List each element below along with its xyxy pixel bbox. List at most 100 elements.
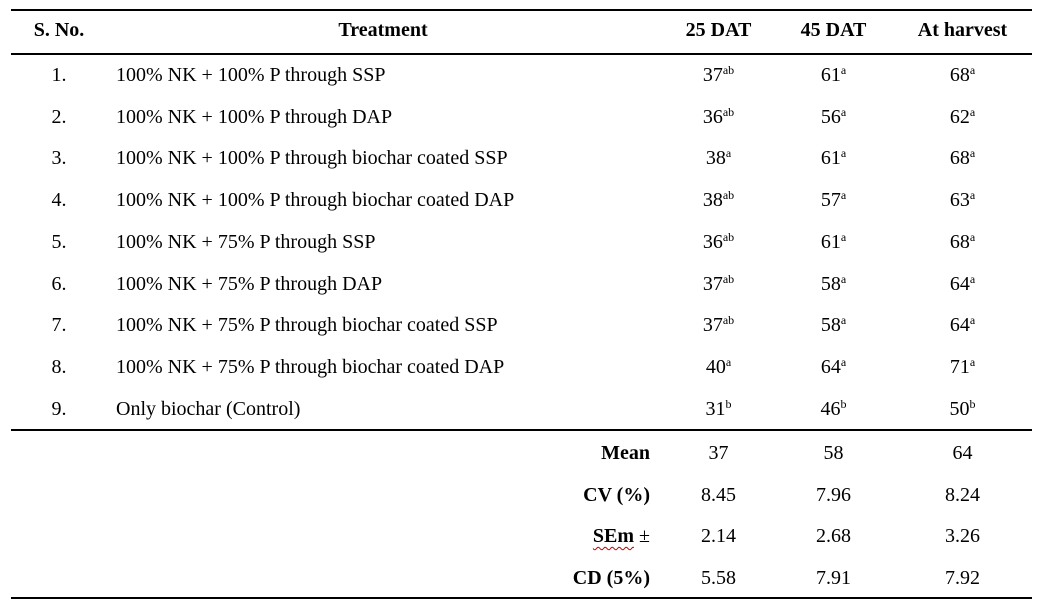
row-harvest-value: 68 — [949, 64, 970, 86]
row-45-dat-significance-letter: b — [840, 397, 847, 411]
row-harvest: 63a — [905, 188, 1020, 214]
row-25-dat-value: 37 — [702, 314, 723, 336]
row-45-dat: 58a — [783, 272, 884, 298]
row-harvest-value: 63 — [949, 189, 970, 211]
row-treatment: 100% NK + 100% P through DAP — [116, 106, 393, 128]
row-25-dat-value: 38 — [702, 189, 723, 211]
row-harvest-significance-letter: a — [969, 188, 976, 202]
summary-cv-harvest: 8.24 — [945, 484, 980, 506]
summary-cv-45-dat: 7.96 — [816, 484, 851, 506]
header-25-dat: 25 DAT — [685, 19, 752, 41]
row-25-dat-value: 37 — [702, 64, 723, 86]
summary-sem-25-dat: 2.14 — [701, 525, 736, 547]
row-treatment: Only biochar (Control) — [116, 398, 301, 420]
row-25-dat-value: 40 — [705, 356, 726, 378]
row-treatment: 100% NK + 75% P through DAP — [116, 273, 383, 295]
row-45-dat-value: 61 — [820, 147, 841, 169]
row-harvest-significance-letter: a — [969, 355, 976, 369]
row-45-dat-significance-letter: a — [840, 146, 847, 160]
row-45-dat-significance-letter: a — [840, 355, 847, 369]
body-bottom-rule — [11, 429, 1032, 431]
row-25-dat: 37ab — [668, 272, 769, 298]
row-sno: 7. — [51, 314, 67, 336]
row-25-dat: 31b — [668, 397, 769, 423]
sem-plus-minus: ± — [634, 525, 650, 547]
summary-label-cv: CV (%) — [583, 484, 650, 506]
row-harvest: 64a — [905, 272, 1020, 298]
row-25-dat-value: 36 — [702, 106, 723, 128]
row-25-dat-value: 38 — [705, 147, 726, 169]
table-top-rule — [11, 9, 1032, 11]
row-harvest-significance-letter: a — [969, 146, 976, 160]
row-harvest-value: 64 — [949, 314, 970, 336]
row-45-dat: 57a — [783, 188, 884, 214]
row-25-dat-significance-letter: ab — [722, 313, 735, 327]
row-45-dat-value: 58 — [820, 273, 841, 295]
row-sno: 5. — [51, 231, 67, 253]
header-sno: S. No. — [33, 19, 85, 41]
row-sno: 3. — [51, 147, 67, 169]
row-harvest-significance-letter: a — [969, 272, 976, 286]
row-45-dat: 61a — [783, 63, 884, 89]
row-45-dat-value: 61 — [820, 64, 841, 86]
summary-cd-25-dat: 5.58 — [701, 567, 736, 589]
summary-cd-harvest: 7.92 — [945, 567, 980, 589]
row-treatment: 100% NK + 100% P through biochar coated … — [116, 147, 508, 169]
row-25-dat-value: 31 — [705, 398, 726, 420]
summary-label-cd: CD (5%) — [572, 567, 650, 589]
row-25-dat: 36ab — [668, 230, 769, 256]
row-45-dat-value: 57 — [820, 189, 841, 211]
row-treatment: 100% NK + 75% P through SSP — [116, 231, 376, 253]
row-harvest: 62a — [905, 105, 1020, 131]
summary-mean-45-dat: 58 — [823, 442, 844, 464]
row-harvest-significance-letter: a — [969, 63, 976, 77]
row-45-dat-significance-letter: a — [840, 230, 847, 244]
row-45-dat-significance-letter: a — [840, 63, 847, 77]
summary-mean-25-dat: 37 — [708, 442, 729, 464]
summary-mean-harvest: 64 — [952, 442, 973, 464]
row-25-dat-significance-letter: ab — [722, 188, 735, 202]
row-45-dat: 58a — [783, 313, 884, 339]
row-25-dat-significance-letter: a — [725, 355, 732, 369]
row-harvest: 68a — [905, 63, 1020, 89]
row-harvest: 50b — [905, 397, 1020, 423]
row-45-dat: 56a — [783, 105, 884, 131]
summary-sem-45-dat: 2.68 — [816, 525, 851, 547]
row-harvest-significance-letter: a — [969, 105, 976, 119]
row-harvest-value: 71 — [949, 356, 970, 378]
row-harvest: 71a — [905, 355, 1020, 381]
row-harvest: 68a — [905, 146, 1020, 172]
row-25-dat: 36ab — [668, 105, 769, 131]
header-treatment: Treatment — [338, 19, 428, 41]
row-25-dat-significance-letter: a — [725, 146, 732, 160]
row-harvest-significance-letter: b — [969, 397, 976, 411]
summary-cv-25-dat: 8.45 — [701, 484, 736, 506]
row-45-dat-value: 56 — [820, 106, 841, 128]
row-45-dat-value: 58 — [820, 314, 841, 336]
row-25-dat: 37ab — [668, 313, 769, 339]
row-45-dat-significance-letter: a — [840, 188, 847, 202]
row-45-dat: 46b — [783, 397, 884, 423]
header-rule — [11, 53, 1032, 55]
row-sno: 1. — [51, 64, 67, 86]
summary-label-sem: SEm ± — [420, 524, 650, 548]
row-harvest: 68a — [905, 230, 1020, 256]
row-45-dat: 61a — [783, 230, 884, 256]
row-treatment: 100% NK + 75% P through biochar coated S… — [116, 314, 498, 336]
row-harvest-significance-letter: a — [969, 230, 976, 244]
row-25-dat-significance-letter: ab — [722, 63, 735, 77]
row-25-dat: 38ab — [668, 188, 769, 214]
row-45-dat-significance-letter: a — [840, 313, 847, 327]
row-harvest-value: 68 — [949, 231, 970, 253]
row-25-dat-value: 37 — [702, 273, 723, 295]
row-treatment: 100% NK + 100% P through SSP — [116, 64, 386, 86]
row-harvest-significance-letter: a — [969, 313, 976, 327]
table-bottom-rule — [11, 597, 1032, 599]
row-harvest-value: 68 — [949, 147, 970, 169]
summary-cd-45-dat: 7.91 — [816, 567, 851, 589]
row-25-dat-significance-letter: ab — [722, 272, 735, 286]
row-sno: 9. — [51, 398, 67, 420]
row-25-dat: 40a — [668, 355, 769, 381]
row-45-dat: 61a — [783, 146, 884, 172]
row-sno: 8. — [51, 356, 67, 378]
